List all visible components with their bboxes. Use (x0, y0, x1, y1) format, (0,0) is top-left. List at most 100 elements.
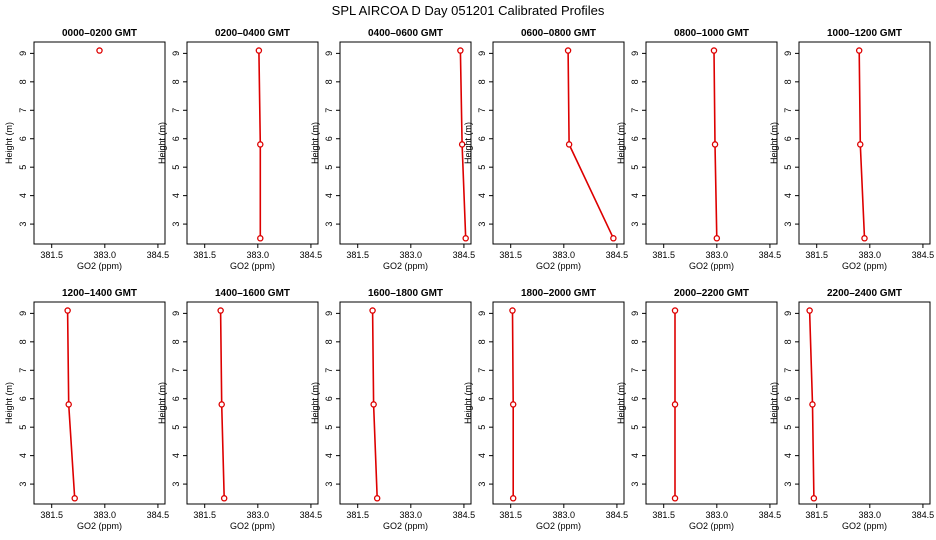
x-axis-label: GO2 (ppm) (383, 521, 428, 531)
y-tick-label: 8 (783, 339, 793, 344)
x-tick-label: 384.5 (912, 250, 935, 260)
y-tick-label: 7 (630, 368, 640, 373)
x-tick-label: 383.0 (859, 250, 882, 260)
x-tick-label: 384.5 (759, 250, 782, 260)
x-tick-label: 383.0 (706, 250, 729, 260)
x-axis-label: GO2 (ppm) (689, 261, 734, 271)
data-point (373, 495, 381, 502)
profile-panel: 0600–0800 GMT 381.5 383.0 384.5 3 4 5 6 7 8 9 GO2 (… (463, 28, 628, 271)
y-tick-label: 6 (18, 396, 28, 401)
y-axis-label: Height (m) (769, 382, 779, 424)
y-tick-label: 6 (18, 136, 28, 141)
series-line (567, 50, 615, 239)
panel-title: 1600–1800 GMT (368, 288, 443, 299)
profile-panel: 1000–1200 GMT 381.5 383.0 384.5 3 4 5 6 7 8 9 GO2 (… (769, 28, 934, 271)
panel-title: 2000–2200 GMT (674, 288, 749, 299)
y-tick-label: 9 (171, 51, 181, 56)
data-point (217, 307, 224, 314)
x-axis-label: GO2 (ppm) (77, 261, 122, 271)
x-tick-label: 383.0 (859, 510, 882, 520)
data-point (509, 495, 517, 502)
y-tick-label: 7 (324, 368, 334, 373)
x-axis-label: GO2 (ppm) (230, 521, 275, 531)
y-axis-label: Height (m) (463, 382, 473, 424)
x-axis-label: GO2 (ppm) (689, 521, 734, 531)
x-tick-label: 383.0 (247, 510, 270, 520)
data-point (671, 495, 679, 502)
y-tick-label: 5 (171, 165, 181, 170)
y-tick-label: 8 (18, 79, 28, 84)
y-tick-label: 6 (783, 136, 793, 141)
y-tick-label: 8 (630, 339, 640, 344)
y-axis-label: Height (m) (4, 382, 14, 424)
plot-frame (798, 41, 931, 245)
y-tick-label: 9 (630, 51, 640, 56)
profile-panel: 1400–1600 GMT 381.5 383.0 384.5 3 4 5 6 7 8 9 GO2 (… (157, 288, 322, 531)
y-tick-label: 5 (783, 165, 793, 170)
data-point (509, 401, 517, 408)
data-point (710, 47, 718, 54)
x-tick-label: 381.5 (193, 510, 216, 520)
y-tick-label: 9 (783, 51, 793, 56)
data-point (509, 307, 516, 314)
y-tick-label: 6 (324, 136, 334, 141)
data-point (610, 235, 617, 242)
y-tick-label: 4 (324, 193, 334, 198)
y-tick-label: 3 (630, 222, 640, 227)
y-axis-label: Height (m) (616, 122, 626, 164)
x-tick-label: 383.0 (400, 250, 423, 260)
data-point (458, 141, 466, 148)
data-point (857, 141, 864, 148)
x-tick-label: 381.5 (346, 510, 369, 520)
panel-title: 1800–2000 GMT (521, 288, 596, 299)
y-tick-label: 7 (18, 368, 28, 373)
y-tick-label: 4 (783, 193, 793, 198)
plot-frame (339, 41, 472, 245)
y-tick-label: 8 (477, 339, 487, 344)
data-point (809, 401, 816, 408)
x-tick-label: 383.0 (553, 510, 576, 520)
y-tick-label: 9 (630, 311, 640, 316)
data-point (218, 401, 225, 408)
y-tick-label: 6 (324, 396, 334, 401)
y-tick-label: 5 (324, 425, 334, 430)
panel-title: 0600–0800 GMT (521, 28, 596, 39)
panel-title: 1200–1400 GMT (62, 288, 137, 299)
profile-panel: 0400–0600 GMT 381.5 383.0 384.5 3 4 5 6 7 8 9 GO2 (… (310, 28, 475, 271)
data-point (861, 235, 868, 242)
x-tick-label: 381.5 (346, 250, 369, 260)
data-point (713, 235, 721, 242)
y-tick-label: 4 (477, 193, 487, 198)
x-tick-label: 381.5 (499, 250, 522, 260)
plot-frame (339, 301, 472, 505)
data-point (220, 495, 228, 502)
data-point (711, 141, 719, 148)
panels: 0000–0200 GMT 381.5 383.0 384.5 3 4 5 6 7 8 9 GO2 (… (4, 28, 934, 531)
data-point (855, 47, 863, 54)
y-tick-label: 8 (18, 339, 28, 344)
x-axis-label: GO2 (ppm) (842, 261, 887, 271)
x-tick-label: 384.5 (147, 250, 170, 260)
x-tick-label: 381.5 (193, 250, 216, 260)
y-tick-label: 7 (630, 108, 640, 113)
profile-panel: 2000–2200 GMT 381.5 383.0 384.5 3 4 5 6 7 8 9 GO2 (… (616, 288, 781, 531)
profile-panel: 0200–0400 GMT 381.5 383.0 384.5 3 4 5 6 7 8 9 GO2 (… (157, 28, 322, 271)
x-tick-label: 381.5 (652, 510, 675, 520)
x-axis-label: GO2 (ppm) (842, 521, 887, 531)
y-tick-label: 7 (171, 368, 181, 373)
y-tick-label: 3 (18, 222, 28, 227)
y-tick-label: 8 (477, 79, 487, 84)
y-tick-label: 9 (171, 311, 181, 316)
plot-frame (645, 41, 778, 245)
x-tick-label: 384.5 (606, 510, 629, 520)
y-tick-label: 4 (171, 193, 181, 198)
profile-panel: 0800–1000 GMT 381.5 383.0 384.5 3 4 5 6 7 8 9 GO2 (… (616, 28, 781, 271)
figure-title: SPL AIRCOA D Day 051201 Calibrated Profi… (332, 3, 605, 18)
y-tick-label: 6 (171, 136, 181, 141)
y-tick-label: 3 (783, 482, 793, 487)
y-tick-label: 3 (171, 482, 181, 487)
y-tick-label: 4 (18, 453, 28, 458)
profile-panel: 1200–1400 GMT 381.5 383.0 384.5 3 4 5 6 7 8 9 GO2 (… (4, 288, 169, 531)
y-axis-label: Height (m) (769, 122, 779, 164)
